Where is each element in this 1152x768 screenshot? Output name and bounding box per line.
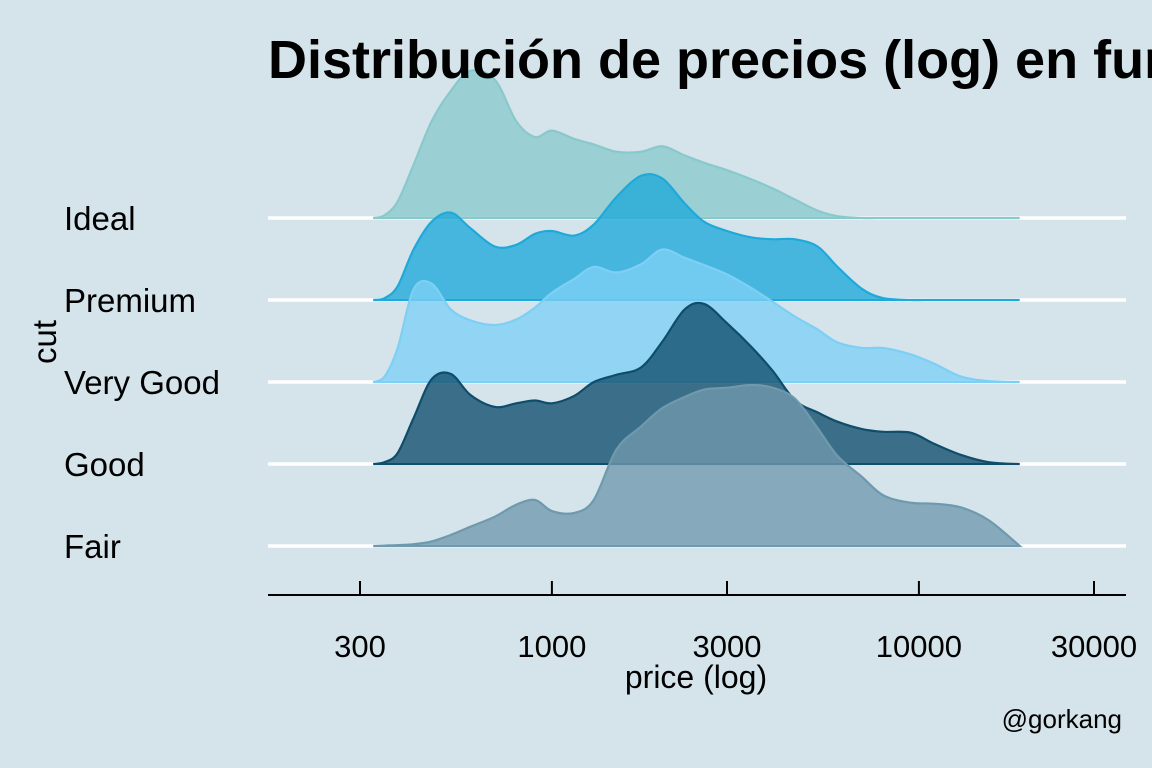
y-label-ideal: Ideal <box>64 200 136 237</box>
x-tick-label: 1000 <box>517 629 586 664</box>
y-label-fair: Fair <box>64 528 121 565</box>
ridges-layer <box>268 69 1126 548</box>
x-tick-label: 30000 <box>1051 629 1137 664</box>
chart-title: Distribución de precios (log) en función… <box>268 30 1152 90</box>
x-tick-label: 10000 <box>876 629 962 664</box>
ridge-ideal <box>372 69 1020 220</box>
x-tick-label: 300 <box>334 629 386 664</box>
y-label-premium: Premium <box>64 282 196 319</box>
ridge-premium <box>373 173 1020 302</box>
y-label-very-good: Very Good <box>64 364 220 401</box>
y-axis-title: cut <box>26 320 63 364</box>
ridge-fair <box>373 383 1023 548</box>
x-axis-ticks: 300 1000 3000 10000 30000 <box>334 581 1137 664</box>
y-label-good: Good <box>64 446 145 483</box>
ridge-good <box>373 301 1020 466</box>
y-axis-labels: Ideal Premium Very Good Good Fair <box>64 200 220 565</box>
x-tick-label: 3000 <box>693 629 762 664</box>
x-axis-title: price (log) <box>625 659 767 695</box>
caption: @gorkang <box>1002 704 1122 734</box>
